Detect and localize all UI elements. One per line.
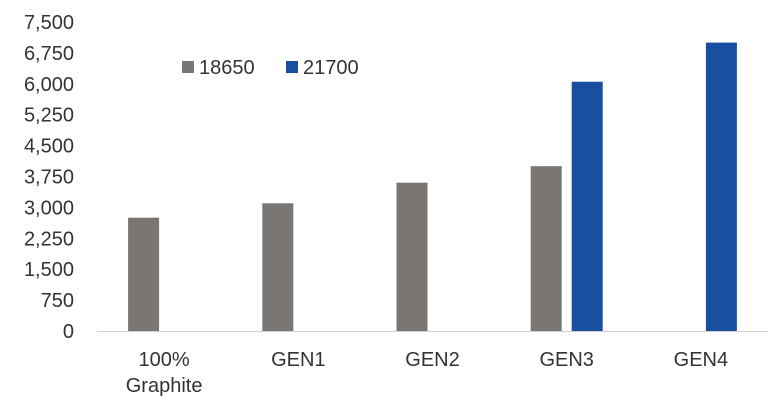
y-tick-label: 3,000 — [24, 197, 74, 219]
bar-18650-1 — [262, 203, 294, 331]
bar-18650-2 — [396, 182, 428, 331]
legend-label-18650: 18650 — [199, 57, 255, 79]
legend-label-21700: 21700 — [303, 57, 359, 79]
y-tick-label: 1,500 — [24, 259, 74, 281]
bar-21700-3 — [571, 81, 603, 332]
y-tick-label: 6,000 — [24, 74, 74, 96]
legend-swatch-18650 — [182, 61, 194, 73]
bars — [128, 42, 737, 332]
y-tick-label: 3,750 — [24, 167, 74, 189]
x-tick-label: GEN4 — [674, 349, 728, 371]
y-tick-label: 7,500 — [24, 12, 74, 34]
y-tick-label: 6,750 — [24, 43, 74, 65]
y-tick-label: 5,250 — [24, 105, 74, 127]
bar-18650-0 — [128, 217, 160, 331]
bar-18650-3 — [530, 166, 562, 331]
bar-21700-4 — [705, 42, 737, 331]
legend-swatch-21700 — [286, 61, 298, 73]
y-tick-label: 4,500 — [24, 136, 74, 158]
x-axis-tick-labels: 100% Graphite GEN1 GEN2 GEN3 GEN4 — [126, 349, 728, 397]
y-axis-tick-labels: 0 750 1,500 2,250 3,000 3,750 4,500 5,250 6,000 6… — [24, 12, 74, 343]
x-tick-label: 100% — [139, 349, 190, 371]
x-tick-label: Graphite — [126, 375, 203, 397]
y-tick-label: 0 — [63, 321, 74, 343]
y-tick-label: 2,250 — [24, 228, 74, 250]
y-tick-label: 750 — [41, 290, 74, 312]
legend: 18650 21700 — [182, 57, 359, 79]
x-tick-label: GEN1 — [271, 349, 325, 371]
x-tick-label: GEN3 — [539, 349, 593, 371]
x-tick-label: GEN2 — [405, 349, 459, 371]
